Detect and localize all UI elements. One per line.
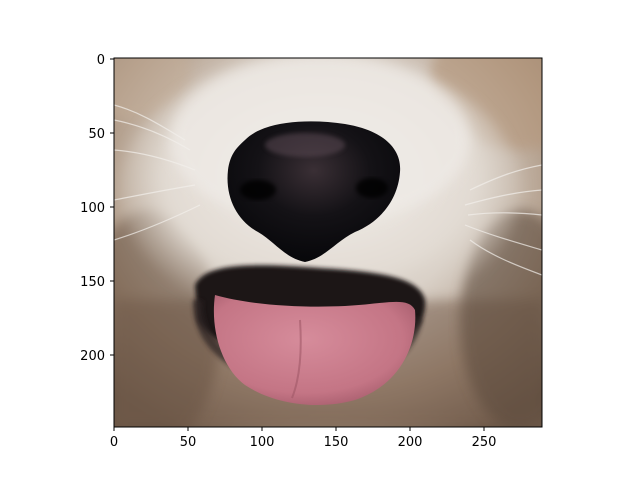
dog-photo (114, 58, 542, 427)
y-tick-label: 50 (88, 127, 105, 142)
y-tick-label: 150 (80, 275, 105, 290)
x-tick-label: 100 (250, 435, 275, 450)
x-tick-label: 0 (110, 435, 118, 450)
y-tick-label: 200 (80, 349, 105, 364)
y-axis: 0 50 100 150 200 (80, 53, 114, 364)
x-axis: 0 50 100 150 200 250 (110, 427, 497, 450)
axes-frame (113, 57, 543, 428)
x-tick-label: 50 (180, 435, 197, 450)
x-tick-label: 200 (398, 435, 423, 450)
y-tick-label: 100 (80, 201, 105, 216)
y-tick-label: 0 (97, 53, 105, 68)
tongue-shape (213, 295, 416, 405)
nose-shape (227, 121, 401, 262)
x-tick-label: 250 (472, 435, 497, 450)
x-tick-label: 150 (324, 435, 349, 450)
